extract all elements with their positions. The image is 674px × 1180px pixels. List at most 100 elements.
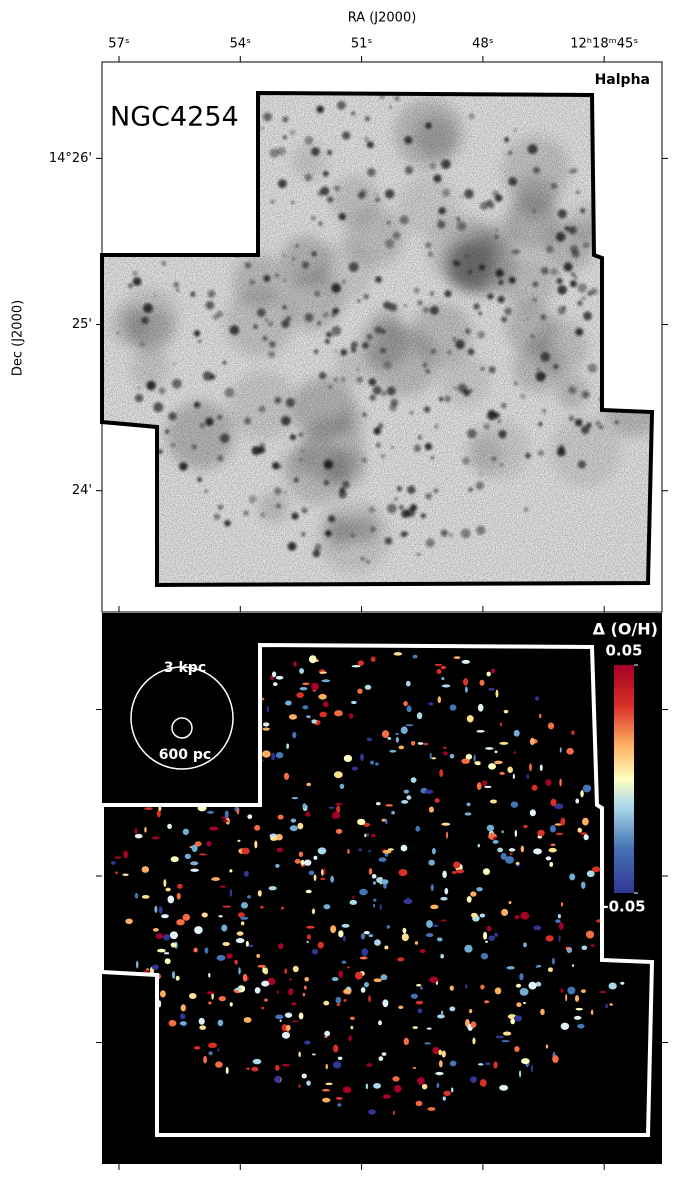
region [442,1096,446,1101]
knot [380,347,386,354]
knot [433,174,442,183]
region [302,803,307,809]
knot [428,251,433,257]
region [222,819,229,823]
region [477,703,484,712]
knot [277,146,286,156]
region [417,1008,423,1014]
knot [449,533,454,538]
region [449,753,455,759]
knot [424,442,433,451]
region [453,861,461,869]
region [441,684,451,688]
region [299,687,308,691]
region [218,915,223,918]
region [494,760,503,765]
region [363,981,369,988]
region [190,868,199,872]
region [321,869,324,876]
knot [363,294,369,300]
region [443,1090,451,1096]
region [179,1021,187,1026]
region [289,825,298,832]
region [548,847,557,853]
region [208,1001,212,1005]
region [387,736,392,740]
region [237,912,245,918]
region [175,975,180,981]
knot [191,444,197,450]
knot [423,406,431,413]
knot [500,463,504,467]
colorbar [614,665,634,893]
region [403,898,413,905]
knot [229,325,240,335]
region [397,957,405,962]
knot [525,452,531,459]
region [391,811,396,815]
knot [268,351,276,358]
x-tick-label: 48ˢ [472,37,494,52]
region [216,954,226,961]
region [373,1083,381,1089]
region [436,668,442,674]
region [301,1073,307,1079]
region [308,655,317,664]
knot [568,415,575,422]
knot [256,308,266,318]
region [324,1035,328,1039]
region [113,856,122,859]
region [375,762,379,766]
knot [377,423,384,429]
region [361,948,369,957]
region [123,850,128,859]
knot [390,398,399,407]
region [499,741,509,745]
region [410,777,417,783]
knot [477,331,485,339]
knot [282,278,286,282]
knot [179,462,188,471]
region [420,986,423,990]
region [304,977,309,982]
knot [134,393,144,403]
knot [535,371,546,382]
region [533,925,542,931]
region [376,877,382,883]
knot [327,196,334,203]
knot [260,512,265,518]
region [306,934,312,940]
region [242,973,248,982]
region [477,1063,484,1066]
region [279,1019,282,1023]
region [303,859,312,866]
knot [248,495,257,504]
knot [460,195,463,199]
region [144,807,153,811]
region [358,848,363,852]
region [414,941,419,945]
region [609,1003,613,1006]
region [575,798,580,804]
knot [582,296,586,300]
knot [224,519,231,527]
region [499,771,505,775]
region [208,973,211,978]
region [566,747,574,755]
knot [538,450,544,456]
knot [479,472,483,476]
knot [258,405,266,413]
region [582,784,592,793]
knot [285,398,295,408]
knot [575,327,584,336]
region [461,659,471,664]
x-axis-label: RA (J2000) [348,11,417,26]
knot [462,457,470,465]
region [392,1076,400,1082]
region [194,841,202,847]
region [485,1062,491,1066]
region [275,1014,284,1020]
region [464,812,472,816]
region [198,1017,205,1025]
